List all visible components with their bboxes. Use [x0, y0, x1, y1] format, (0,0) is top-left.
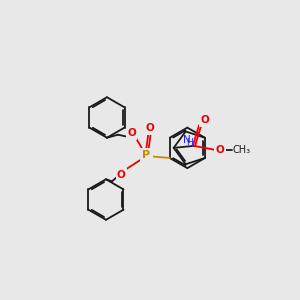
- Text: O: O: [201, 116, 209, 125]
- Text: O: O: [146, 123, 154, 133]
- Text: O: O: [127, 128, 136, 138]
- Text: N: N: [183, 135, 190, 145]
- Text: H: H: [186, 138, 193, 147]
- Text: CH₃: CH₃: [233, 145, 251, 155]
- Text: O: O: [117, 170, 126, 180]
- Text: O: O: [216, 145, 224, 155]
- Text: P: P: [142, 150, 151, 161]
